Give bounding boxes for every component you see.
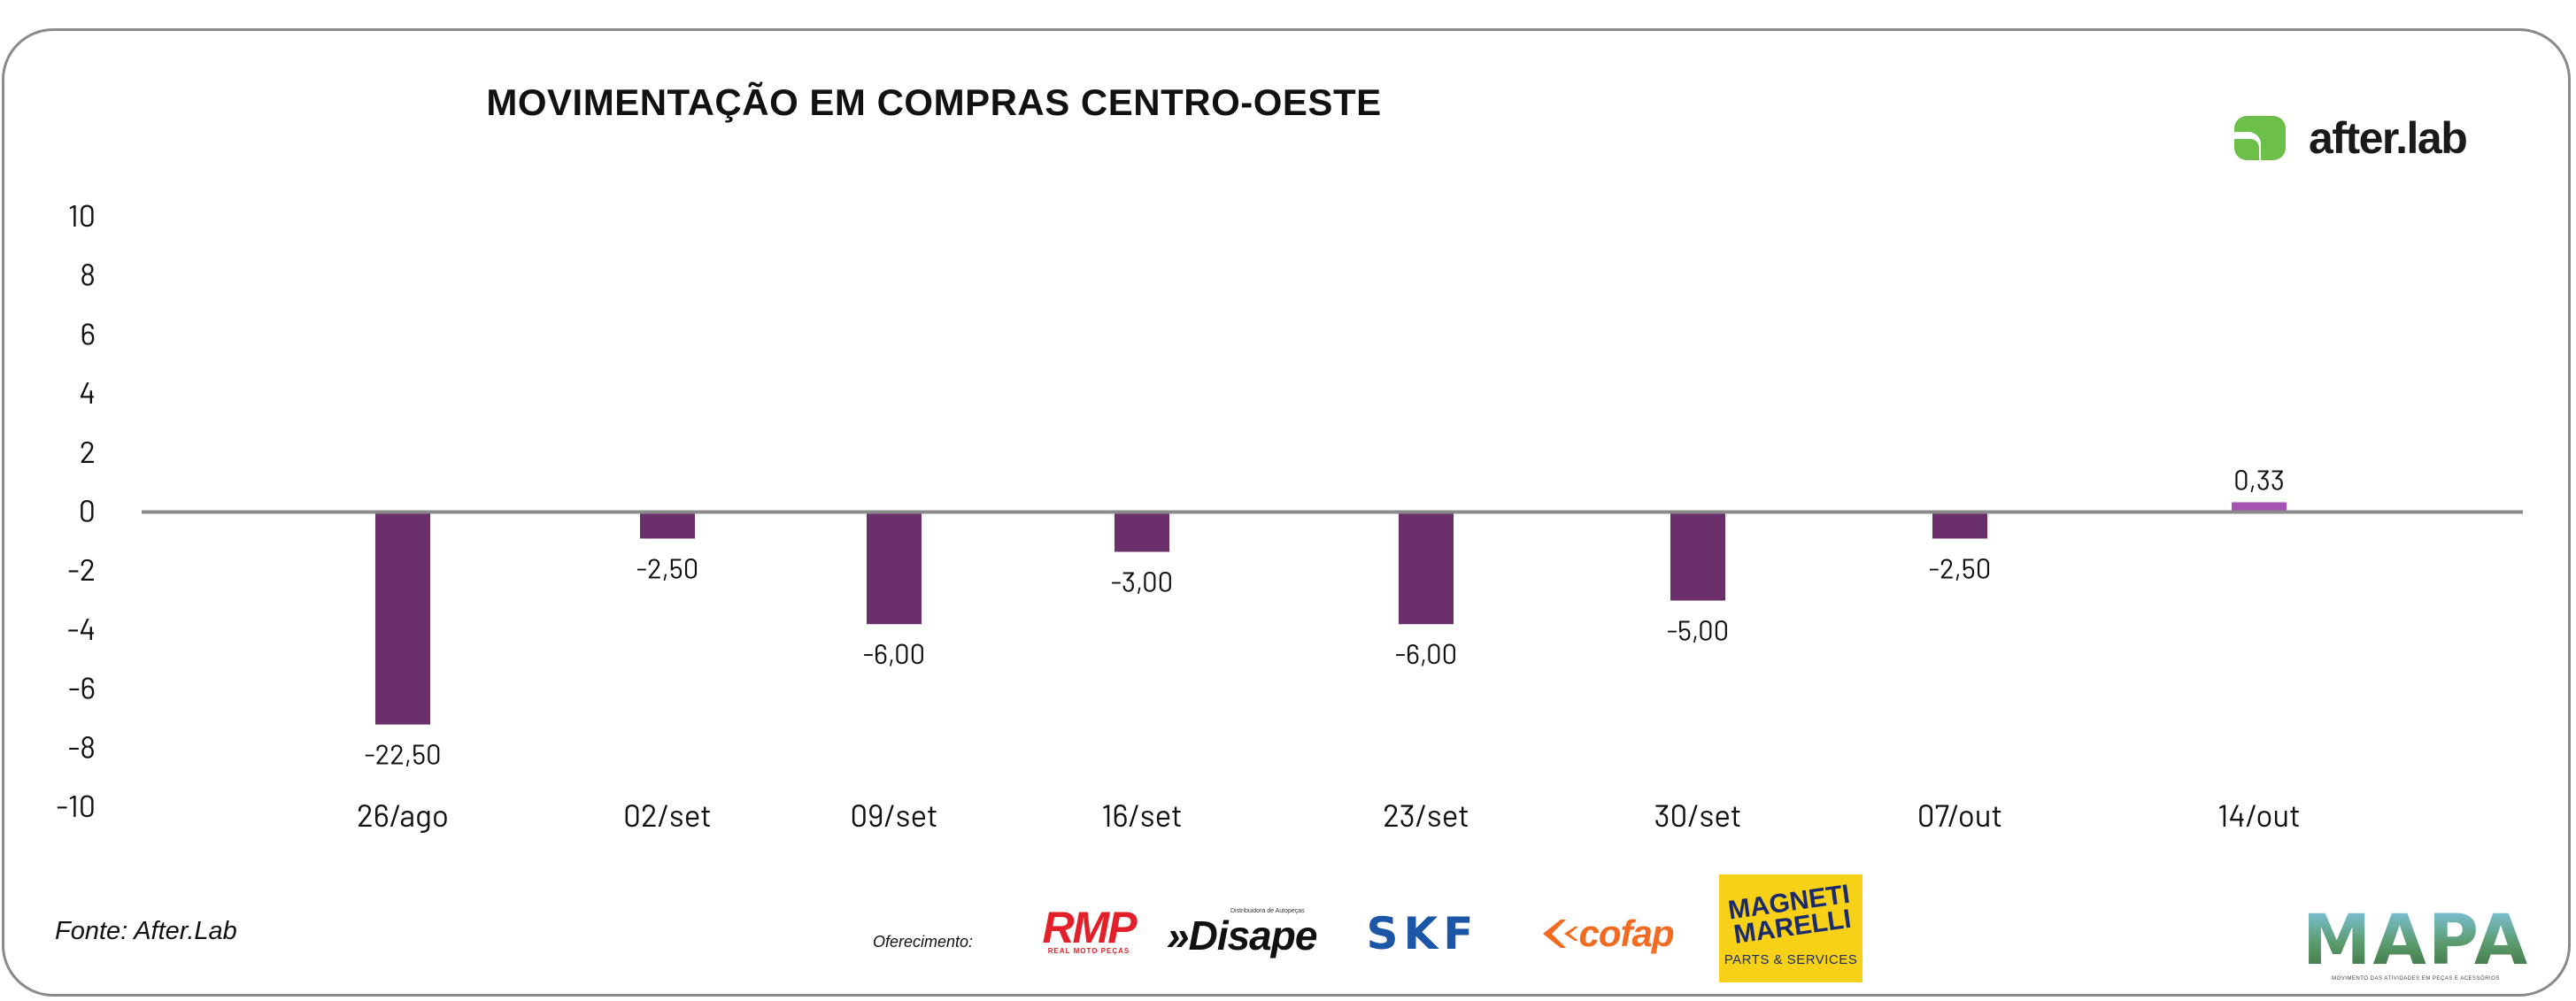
y-tick-label: 2 (80, 433, 96, 469)
magneti-marelli-tagline: PARTS & SERVICES (1724, 952, 1858, 967)
x-axis: 26/ago 02/set 09/set 16/set 23/set 30/set 07/o… (357, 796, 2301, 833)
y-tick-label: 0 (79, 492, 96, 528)
afterlab-logo-mark-icon (2234, 116, 2286, 160)
x-tick-label: 14/out (2217, 796, 2301, 833)
y-tick-label: 4 (79, 373, 96, 410)
cofap-logo: cofap (1524, 912, 1689, 956)
sponsor-label: Oferecimento: (873, 933, 974, 951)
x-tick-label: 09/set (850, 796, 937, 833)
bar (1670, 512, 1725, 601)
data-label: -6,00 (863, 637, 925, 670)
bar (375, 512, 430, 725)
value-labels: -22,50 -2,50 -6,00 -3,00 -6,00 -5,00 -2,50 0,33 (364, 463, 2284, 770)
bar (1399, 512, 1454, 625)
mapa-logo-tagline: MOVIMENTO DAS ATIVIDADES EM PEÇAS E ACES… (2332, 976, 2500, 982)
bar (867, 512, 922, 625)
afterlab-logo: after.lab (2234, 112, 2468, 165)
disape-logo-tagline: Distribuidora de Autopeças (1230, 907, 1305, 914)
data-label: 0,33 (2233, 463, 2285, 496)
x-tick-label: 23/set (1383, 796, 1469, 833)
skf-logo: SKF (1338, 908, 1507, 959)
x-tick-label: 02/set (623, 796, 712, 833)
source-caption: Fonte: After.Lab (55, 917, 237, 945)
cofap-logo-text: cofap (1578, 912, 1674, 954)
rmp-logo-tagline: REAL MOTO PEÇAS (1047, 946, 1130, 955)
y-tick-label: 6 (80, 314, 96, 350)
y-tick-label: -8 (68, 728, 96, 764)
cofap-chevron-icon (1543, 920, 1579, 948)
y-tick-label: -2 (67, 551, 96, 587)
x-tick-label: 30/set (1654, 796, 1741, 833)
chart-title: MOVIMENTAÇÃO EM COMPRAS CENTRO-OESTE (486, 81, 1382, 123)
bars-group (375, 502, 2287, 725)
disape-logo-name: Disape (1188, 912, 1318, 959)
magneti-marelli-logo: MAGNETI MARELLI PARTS & SERVICES (1719, 874, 1863, 982)
x-tick-label: 16/set (1101, 796, 1183, 833)
x-tick-label: 26/ago (357, 796, 449, 833)
y-tick-label: 10 (68, 196, 96, 233)
bar (1114, 512, 1169, 552)
bar (2232, 502, 2287, 512)
skf-logo-text: SKF (1366, 908, 1479, 959)
y-tick-label: -10 (56, 787, 96, 823)
data-label: -2,50 (636, 552, 698, 585)
data-label: -2,50 (1929, 552, 1991, 585)
disape-logo-text: »Disape (1167, 912, 1318, 959)
rmp-logo: RMP REAL MOTO PEÇAS (1030, 905, 1147, 958)
bar (640, 512, 695, 539)
disape-logo: Distribuidora de Autopeças »Disape (1167, 901, 1319, 963)
data-label: -22,50 (364, 738, 441, 771)
x-tick-label: 07/out (1917, 796, 2003, 833)
data-label: -3,00 (1111, 566, 1173, 598)
rmp-logo-text: RMP (1042, 902, 1137, 952)
y-tick-label: -4 (67, 610, 96, 646)
mapa-logo: MAPA MOVIMENTO DAS ATIVIDADES EM PEÇAS E… (2302, 899, 2527, 988)
magneti-marelli-logo-text: MAGNETI MARELLI (1726, 879, 1854, 950)
bar (1932, 512, 1987, 539)
data-label: -6,00 (1395, 637, 1457, 670)
mapa-logo-text: MAPA (2302, 901, 2530, 981)
y-tick-label: 8 (80, 256, 96, 292)
y-axis: 10 8 6 4 2 0 -2 -4 -6 -8 -10 (56, 196, 96, 823)
data-label: -5,00 (1667, 614, 1729, 647)
afterlab-logo-text: after.lab (2309, 113, 2468, 163)
y-tick-label: -6 (68, 669, 96, 705)
